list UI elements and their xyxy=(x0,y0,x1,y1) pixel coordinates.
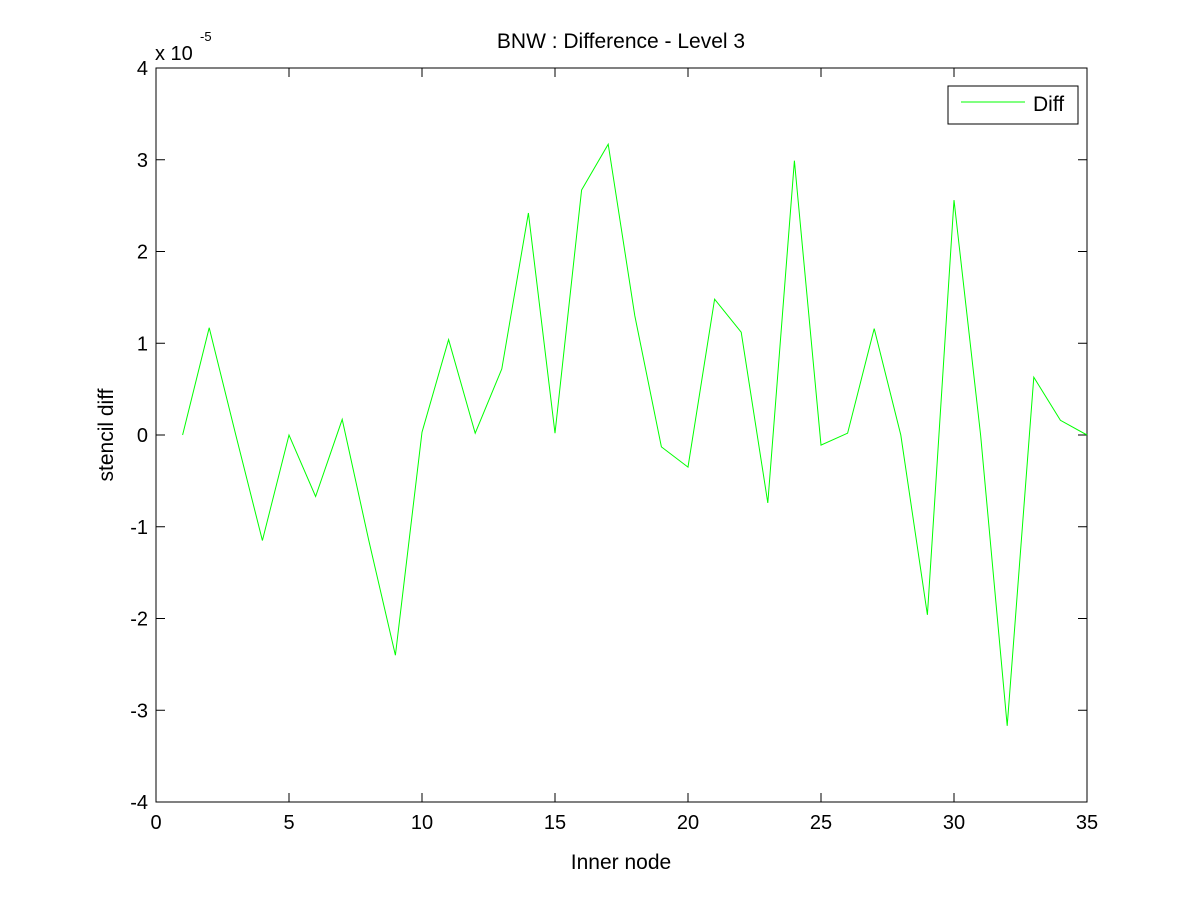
y-tick-label: -4 xyxy=(130,792,148,814)
y-tick-label: 4 xyxy=(137,58,148,80)
x-tick-label: 25 xyxy=(810,812,832,834)
x-axis-label: Inner node xyxy=(571,851,671,874)
x-tick-label: 5 xyxy=(283,812,294,834)
axis-ticks xyxy=(155,67,1088,803)
y-tick-label: -1 xyxy=(130,517,148,539)
y-axis-label: stencil diff xyxy=(95,388,118,481)
x-tick-label: 10 xyxy=(411,812,433,834)
chart-title: BNW : Difference - Level 3 xyxy=(497,30,745,53)
y-tick-label: -3 xyxy=(130,700,148,722)
y-exponent-power: -5 xyxy=(200,29,212,44)
y-tick-label: 3 xyxy=(137,150,148,172)
plot-area xyxy=(155,67,1088,803)
x-tick-label: 20 xyxy=(677,812,699,834)
x-tick-labels: 0 5 10 15 20 25 30 35 xyxy=(150,812,1098,834)
y-tick-labels: -4 -3 -2 -1 0 1 2 3 4 xyxy=(130,58,148,814)
series-line-diff xyxy=(182,142,1088,726)
x-tick-label: 0 xyxy=(150,812,161,834)
y-tick-label: 1 xyxy=(137,333,148,355)
legend-label: Diff xyxy=(1033,93,1064,116)
x-tick-label: 30 xyxy=(943,812,965,834)
y-exponent-base: x 10 xyxy=(155,43,193,65)
legend-box xyxy=(947,85,1079,125)
y-tick-label: 0 xyxy=(137,425,148,447)
legend: Diff xyxy=(947,85,1079,125)
y-tick-label: 2 xyxy=(137,242,148,264)
series-layer xyxy=(182,142,1088,726)
x-tick-label: 35 xyxy=(1076,812,1098,834)
x-tick-label: 15 xyxy=(544,812,566,834)
y-tick-label: -2 xyxy=(130,609,148,631)
